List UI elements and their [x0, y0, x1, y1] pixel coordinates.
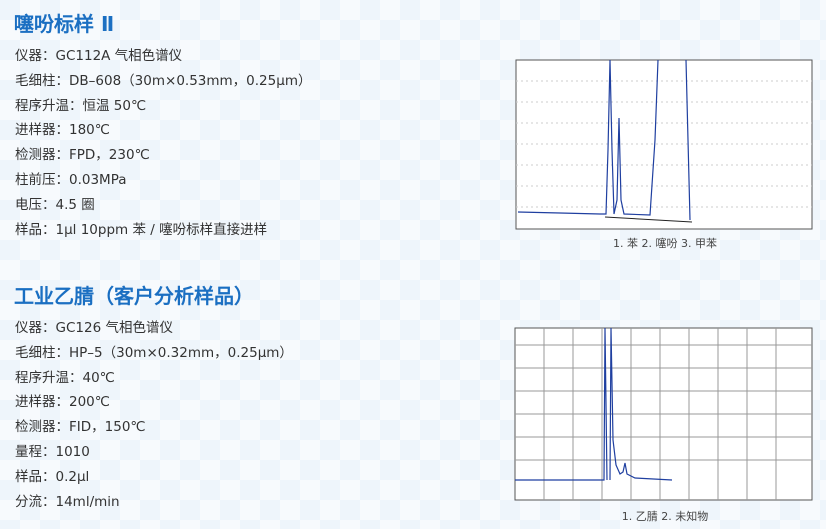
section-title: 工业乙腈（客户分析样品） — [14, 284, 254, 308]
plot-grid — [516, 80, 812, 208]
spec-line: 分流：14ml/min — [15, 493, 120, 510]
section-title: 噻吩标样 Ⅱ — [14, 12, 115, 36]
figure-caption: 1. 苯 2. 噻吩 3. 甲苯 — [613, 237, 717, 250]
spec-line: 样品：0.2μl — [15, 468, 90, 485]
spec-line: 样品：1μl 10ppm 苯 / 噻吩标样直接进样 — [15, 221, 268, 238]
signal-trace — [517, 59, 691, 221]
chromatogram-2 — [514, 327, 813, 501]
spec-line: 量程：1010 — [15, 444, 90, 460]
baseline — [604, 216, 693, 223]
signal-trace — [515, 327, 673, 481]
spec-line: 检测器：FPD，230℃ — [15, 147, 150, 164]
spec-line: 仪器：GC112A 气相色谱仪 — [15, 48, 183, 64]
spec-line: 程序升温：恒温 50℃ — [15, 97, 147, 114]
spec-line: 程序升温：40℃ — [15, 369, 115, 386]
spec-line: 毛细柱：HP–5（30m×0.32mm，0.25μm） — [15, 344, 293, 361]
spec-line: 毛细柱：DB–608（30m×0.53mm，0.25μm） — [15, 72, 312, 89]
spec-line: 仪器：GC126 气相色谱仪 — [15, 320, 173, 336]
spec-line: 检测器：FID，150℃ — [15, 419, 146, 436]
spec-line: 进样器：180℃ — [15, 122, 110, 139]
plot-grid — [515, 328, 812, 500]
spec-line: 进样器：200℃ — [15, 394, 110, 411]
spec-line: 电压：4.5 圈 — [15, 196, 95, 213]
figure-caption: 1. 乙腈 2. 未知物 — [621, 510, 709, 523]
chromatogram-1 — [515, 59, 813, 230]
spec-line: 柱前压：0.03MPa — [15, 172, 127, 188]
